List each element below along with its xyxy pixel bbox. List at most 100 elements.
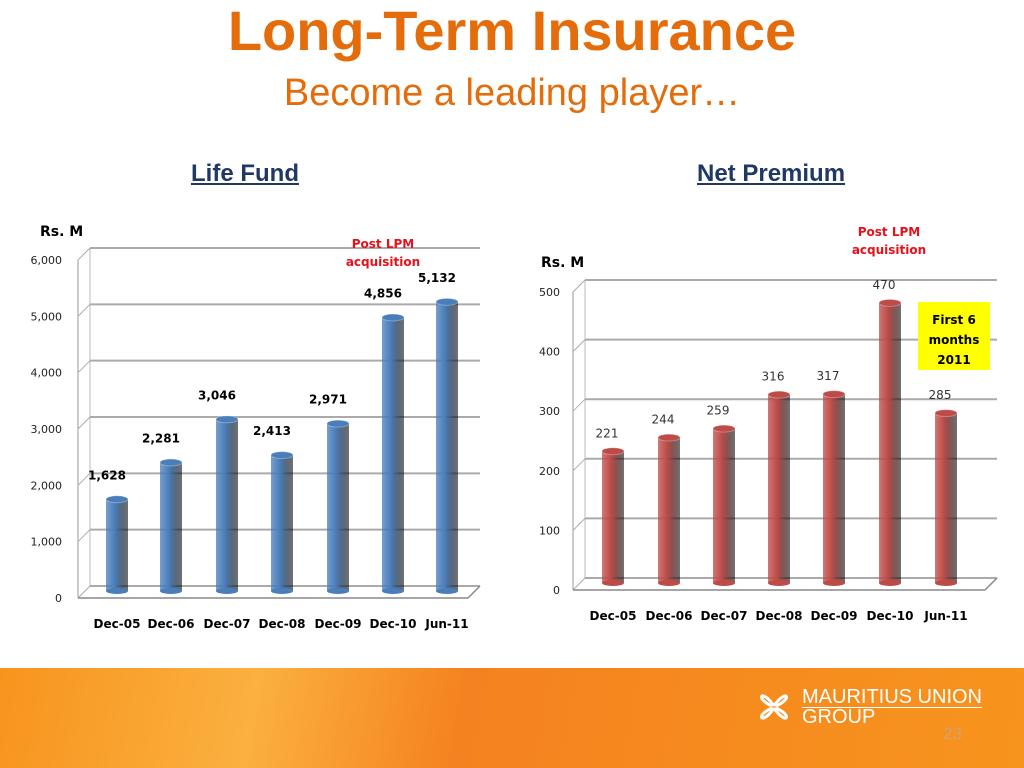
y-tick-label: 400 <box>539 346 560 359</box>
gridline-side <box>77 303 91 317</box>
data-label: 317 <box>817 369 840 383</box>
bar-top <box>215 415 239 424</box>
bar-base <box>160 588 182 594</box>
data-label: 5,132 <box>418 271 456 285</box>
y-tick-label: 500 <box>539 286 560 299</box>
y-tick-label: 5,000 <box>31 310 63 323</box>
gridline-side <box>572 577 586 591</box>
y-tick-label: 300 <box>539 405 560 418</box>
bar-top <box>657 433 681 442</box>
bar-base <box>935 580 957 586</box>
bar <box>823 394 845 583</box>
bar-base <box>382 588 404 594</box>
first-six-months-note <box>918 302 990 370</box>
x-tick-label: Dec-09 <box>315 617 362 631</box>
data-label: 2,413 <box>253 424 291 438</box>
gridline-side <box>572 398 586 412</box>
gridline-side <box>572 279 586 293</box>
bar-top <box>822 390 846 399</box>
bar-top <box>381 313 405 322</box>
bar <box>935 413 957 583</box>
x-tick-label: Dec-05 <box>590 609 637 623</box>
bar-base <box>602 580 624 586</box>
y-tick-label: 0 <box>553 584 560 597</box>
y-tick-label: 100 <box>539 524 560 537</box>
bar <box>160 462 182 591</box>
bar-base <box>879 580 901 586</box>
bar-top <box>326 419 350 428</box>
net-premium-title: Net Premium <box>697 160 846 187</box>
clover-logo-icon <box>760 694 788 720</box>
gridline-side <box>77 529 91 543</box>
x-tick-label: Dec-09 <box>811 609 858 623</box>
x-tick-label: Dec-05 <box>94 617 141 631</box>
y-tick-label: 0 <box>55 592 62 605</box>
x-tick-label: Jun-11 <box>424 617 468 631</box>
bar <box>658 437 680 583</box>
data-label: 2,971 <box>309 393 347 407</box>
data-label: 470 <box>873 278 896 292</box>
bar <box>327 423 349 591</box>
bar-top <box>934 409 958 418</box>
page-number: 23 <box>943 724 962 743</box>
annotation-line2: acquisition <box>346 255 420 269</box>
bar <box>768 394 790 583</box>
bar <box>713 428 735 583</box>
life-fund-title: Life Fund <box>191 160 299 187</box>
x-tick-label: Dec-08 <box>259 617 306 631</box>
bar-base <box>823 580 845 586</box>
brand-line2: GROUP <box>802 705 876 728</box>
gridline-side <box>77 247 91 261</box>
bar-top <box>105 495 129 504</box>
x-tick-label: Dec-10 <box>867 609 914 623</box>
y-tick-label: 200 <box>539 465 560 478</box>
bar <box>271 455 293 591</box>
bar-top <box>159 458 183 467</box>
data-label: 244 <box>652 413 675 427</box>
charts-canvas: 0 1,000 2,000 3,000 4,000 5,000 6,000 Rs. M Dec-… <box>31 224 998 631</box>
y-tick-label: 4,000 <box>31 367 63 380</box>
x-tick-label: Dec-06 <box>148 617 195 631</box>
bar-top <box>601 447 625 456</box>
bar <box>879 302 901 583</box>
y-axis-unit: Rs. M <box>40 224 83 240</box>
note-line3: 2011 <box>937 353 970 367</box>
data-label: 259 <box>707 404 730 418</box>
bar-base <box>436 588 458 594</box>
gridline-side <box>77 472 91 486</box>
y-tick-label: 6,000 <box>31 254 63 267</box>
bar-top <box>435 297 459 306</box>
x-tick-label: Dec-07 <box>701 609 748 623</box>
slide-subtitle: Become a leading player… <box>283 72 741 114</box>
gridline-side <box>572 518 586 531</box>
y-tick-label: 1,000 <box>31 536 63 549</box>
data-label: 285 <box>929 388 952 402</box>
bar-top <box>767 390 791 399</box>
data-label: 1,628 <box>88 468 126 482</box>
bar-top <box>878 298 902 307</box>
bar-base <box>658 580 680 586</box>
bar-base <box>327 588 349 594</box>
annotation-line1: Post LPM <box>858 225 920 239</box>
bar <box>106 499 128 591</box>
data-label: 4,856 <box>364 286 402 300</box>
annotation-line2: acquisition <box>852 243 926 257</box>
x-tick-label: Jun-11 <box>923 609 967 623</box>
bar <box>602 451 624 583</box>
bar-base <box>216 588 238 594</box>
gridline-side <box>77 585 91 599</box>
bar-base <box>106 588 128 594</box>
brand-line1: MAURITIUS UNION <box>802 685 982 708</box>
x-axis-depth <box>984 577 998 591</box>
mauritius-union-logo: MAURITIUS UNION GROUP <box>752 686 982 728</box>
annotation-line1: Post LPM <box>352 237 414 251</box>
note-line1: First 6 <box>932 313 976 327</box>
x-tick-label: Dec-08 <box>756 609 803 623</box>
data-label: 3,046 <box>198 388 236 402</box>
x-tick-label: Dec-07 <box>204 617 251 631</box>
slide-title: Long-Term Insurance <box>227 0 797 62</box>
x-tick-label: Dec-10 <box>370 617 417 631</box>
gridline-side <box>572 339 586 352</box>
gridline-side <box>77 416 91 430</box>
data-label: 221 <box>596 426 619 440</box>
